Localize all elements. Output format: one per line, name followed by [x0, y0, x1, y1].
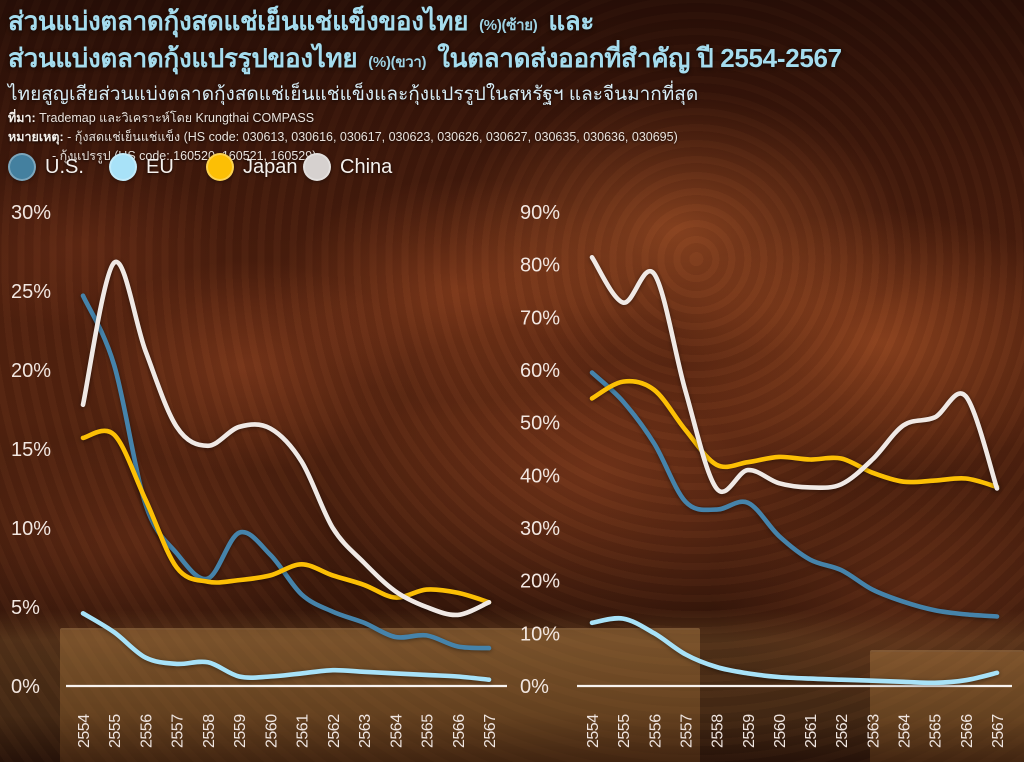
wooden-crate	[60, 628, 700, 762]
eu-series-dot	[109, 153, 137, 181]
source-line: ที่มา: Trademap และวิเคราะห์โดย Krungtha…	[8, 110, 1020, 126]
chart-right: 90% 80% 70% 60% 50% 40% 30% 20% 10% 0% 2554 2555 255…	[520, 202, 1012, 748]
x-tick-label: 2564	[388, 714, 405, 748]
x-tick-label: 2567	[990, 714, 1007, 748]
y-tick-label: 10%	[11, 518, 51, 540]
y-tick-label: 50%	[520, 413, 560, 435]
chart-header: ส่วนแบ่งตลาดกุ้งสดแช่เย็นแช่แข็งของไทย (…	[8, 5, 1020, 164]
note-label: หมายเหตุ:	[8, 130, 64, 144]
x-tick-label: 2567	[482, 714, 499, 748]
x-tick-label: 2564	[897, 714, 914, 748]
title1-main: ส่วนแบ่งตลาดกุ้งสดแช่เย็นแช่แข็งของไทย	[8, 6, 469, 36]
x-tick-label: 2554	[585, 714, 602, 748]
y-tick-label: 5%	[11, 597, 40, 619]
series-line-china	[80, 259, 492, 618]
x-tick-label: 2558	[201, 714, 218, 748]
note-line-1: หมายเหตุ: - กุ้งสดแช่เย็นแช่แข็ง (HS cod…	[8, 129, 1020, 145]
y-tick-label: 20%	[520, 571, 560, 593]
wooden-crate-right	[870, 650, 1024, 762]
x-tick-label: 2556	[139, 714, 156, 748]
series-line-japan	[80, 428, 492, 605]
legend-item-us: U.S.	[8, 153, 84, 181]
x-tick-label: 2556	[647, 714, 664, 748]
x-tick-label: 2555	[107, 714, 124, 748]
series-line-japan	[589, 378, 1000, 490]
source-text: Trademap และวิเคราะห์โดย Krungthai COMPA…	[39, 111, 315, 125]
y-tick-label: 25%	[11, 281, 51, 303]
title2-unit-note: (%)(ขวา)	[368, 54, 427, 71]
us-series-dot	[8, 153, 36, 181]
x-tick-label: 2560	[263, 714, 280, 748]
x-tick-label: 2565	[928, 714, 945, 748]
x-tick-label: 2562	[326, 714, 343, 748]
legend-item-japan: Japan	[206, 153, 298, 181]
x-tick-label: 2565	[420, 714, 437, 748]
x-tick-label: 2554	[76, 714, 93, 748]
y-tick-label: 20%	[11, 360, 51, 382]
title-line-2: ส่วนแบ่งตลาดกุ้งแปรรูปของไทย (%)(ขวา) ใน…	[8, 42, 1020, 79]
y-tick-label: 0%	[520, 676, 549, 698]
y-tick-label: 30%	[11, 202, 51, 224]
x-tick-label: 2555	[616, 714, 633, 748]
x-tick-label: 2557	[679, 714, 696, 748]
y-tick-label: 90%	[520, 202, 560, 224]
series-line-china	[589, 255, 1000, 494]
x-tick-label: 2566	[451, 714, 468, 748]
source-label: ที่มา:	[8, 111, 36, 125]
legend-item-eu: EU	[109, 153, 174, 181]
title-line-1: ส่วนแบ่งตลาดกุ้งสดแช่เย็นแช่แข็งของไทย (…	[8, 5, 1020, 42]
y-tick-label: 15%	[11, 439, 51, 461]
y-tick-label: 40%	[520, 465, 560, 487]
x-tick-label: 2563	[865, 714, 882, 748]
x-tick-label: 2559	[232, 714, 249, 748]
title2-tail: ในตลาดส่งออกที่สำคัญ ปี 2554-2567	[437, 43, 842, 73]
title1-tail: และ	[548, 6, 595, 36]
y-tick-label: 30%	[520, 518, 560, 540]
y-tick-label: 70%	[520, 307, 560, 329]
china-series-dot	[303, 153, 331, 181]
title2-main: ส่วนแบ่งตลาดกุ้งแปรรูปของไทย	[8, 43, 358, 73]
chart-left: 30% 25% 20% 15% 10% 5% 0% 2554 2555 2556 2557 2558 2…	[11, 202, 507, 748]
x-tick-label: 2562	[834, 714, 851, 748]
legend-label-eu: EU	[146, 155, 174, 178]
legend-label-china: China	[340, 155, 393, 178]
x-tick-label: 2561	[803, 714, 820, 748]
x-tick-label: 2561	[295, 714, 312, 748]
x-tick-label: 2563	[357, 714, 374, 748]
y-tick-label: 10%	[520, 623, 560, 645]
subtitle: ไทยสูญเสียส่วนแบ่งตลาดกุ้งสดแช่เย็นแช่แข…	[8, 84, 699, 105]
note1-text: - กุ้งสดแช่เย็นแช่แข็ง (HS code: 030613,…	[67, 130, 678, 144]
series-line-eu	[589, 615, 1000, 686]
x-tick-label: 2558	[710, 714, 727, 748]
japan-series-dot	[206, 153, 234, 181]
x-tick-label: 2557	[170, 714, 187, 748]
y-tick-label: 0%	[11, 676, 40, 698]
series-line-eu	[80, 611, 492, 682]
x-tick-label: 2560	[772, 714, 789, 748]
legend-label-us: U.S.	[45, 155, 84, 178]
legend-label-japan: Japan	[243, 155, 298, 178]
legend-item-china: China	[303, 153, 392, 181]
x-tick-label: 2559	[741, 714, 758, 748]
title1-unit-note: (%)(ซ้าย)	[479, 17, 538, 34]
x-tick-label: 2566	[959, 714, 976, 748]
y-tick-label: 60%	[520, 360, 560, 382]
series-line-us	[589, 370, 1000, 619]
y-tick-label: 80%	[520, 255, 560, 277]
